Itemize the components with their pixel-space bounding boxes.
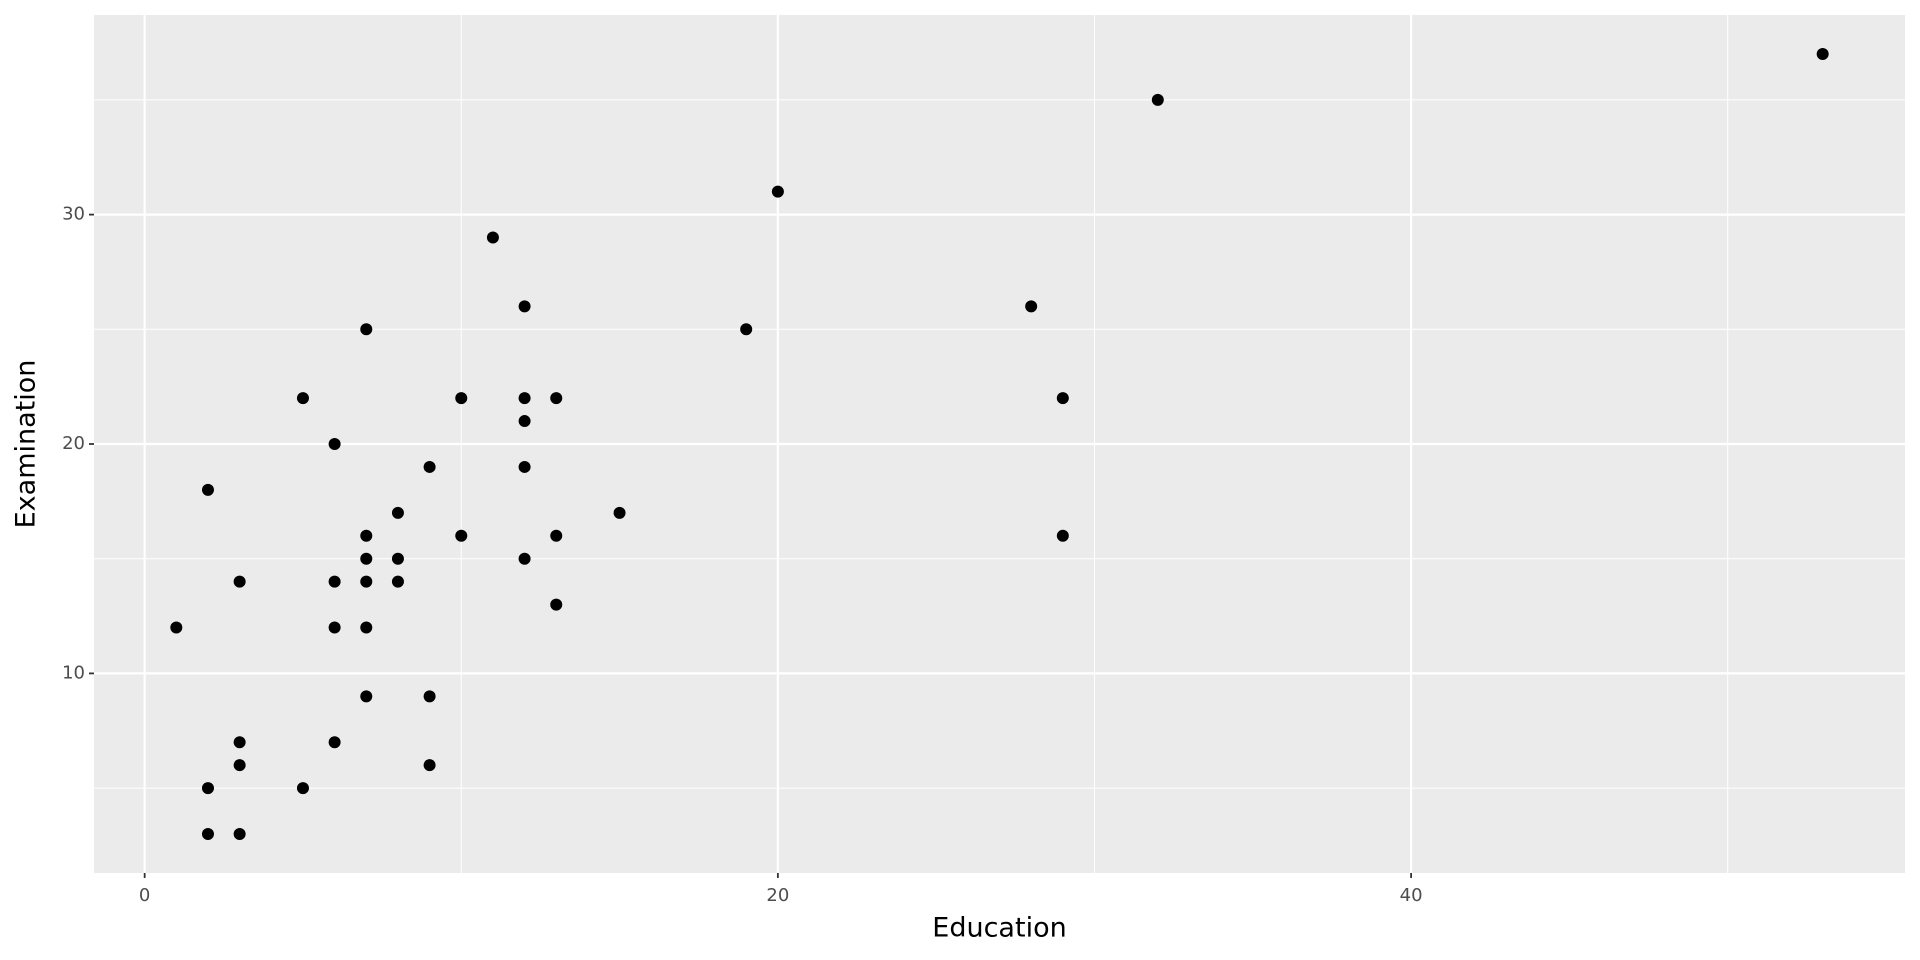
point: [486, 231, 499, 244]
point: [391, 575, 404, 588]
point: [518, 415, 531, 428]
point: [360, 575, 373, 588]
point: [518, 552, 531, 565]
point: [740, 323, 753, 336]
point: [613, 506, 626, 519]
point: [771, 185, 784, 198]
ticks: 0 20 40 10 20 30: [62, 204, 1422, 906]
point: [233, 736, 246, 749]
point: [423, 759, 436, 772]
point: [201, 483, 214, 496]
point: [296, 782, 309, 795]
point: [455, 529, 468, 542]
x-tick-label: 40: [1400, 885, 1423, 906]
y-tick-label: 30: [62, 204, 85, 225]
point: [170, 621, 183, 634]
point: [518, 460, 531, 473]
point: [328, 736, 341, 749]
point: [550, 529, 563, 542]
point: [201, 828, 214, 840]
point: [423, 690, 436, 703]
point: [328, 438, 341, 450]
point: [1816, 48, 1829, 60]
point: [360, 621, 373, 634]
point: [1151, 93, 1164, 106]
point: [1056, 529, 1069, 542]
point: [328, 621, 341, 634]
point: [233, 575, 246, 588]
point: [518, 300, 531, 313]
point: [391, 506, 404, 519]
point: [233, 759, 246, 772]
point: [296, 392, 309, 405]
point: [360, 529, 373, 542]
grid: [94, 15, 1905, 873]
point: [518, 392, 531, 405]
point: [360, 552, 373, 565]
point: [328, 575, 341, 588]
y-axis-title: Examination: [11, 360, 42, 529]
point: [550, 392, 563, 405]
point: [360, 690, 373, 703]
point: [233, 828, 246, 840]
point: [423, 460, 436, 473]
x-tick-label: 20: [766, 885, 789, 906]
point: [455, 392, 468, 405]
y-tick-label: 10: [62, 662, 85, 683]
point: [1025, 300, 1038, 313]
y-tick-label: 20: [62, 433, 85, 454]
point: [550, 598, 563, 611]
point: [360, 323, 373, 336]
points: [170, 48, 1829, 840]
x-axis-title: Education: [932, 913, 1066, 944]
point: [391, 552, 404, 565]
point: [201, 782, 214, 795]
x-tick-label: 0: [139, 885, 150, 906]
point: [1056, 392, 1069, 405]
